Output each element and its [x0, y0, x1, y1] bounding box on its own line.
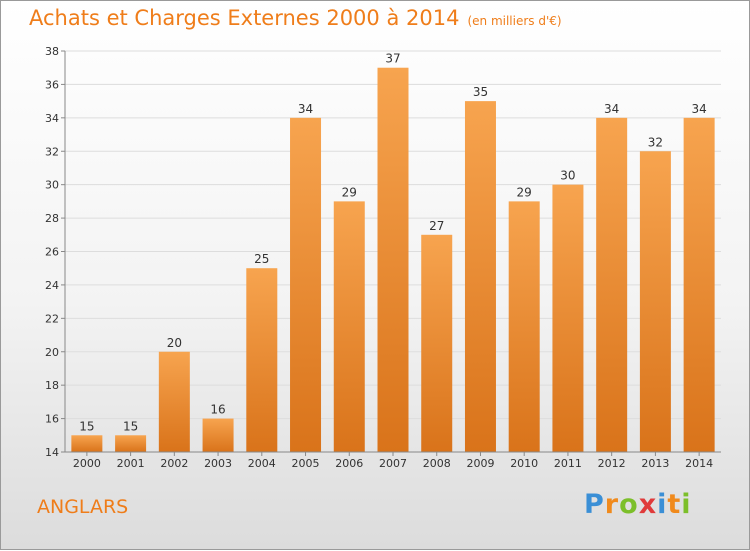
data-label: 34	[298, 102, 313, 116]
bar	[508, 201, 540, 452]
logo-letter: P	[584, 489, 605, 520]
x-tick-label: 2002	[160, 457, 188, 470]
data-label: 37	[385, 52, 400, 66]
x-tick-label: 2011	[554, 457, 582, 470]
data-label: 20	[167, 336, 182, 350]
bar	[421, 234, 453, 452]
data-label: 34	[604, 102, 619, 116]
logo-letter: o	[619, 489, 639, 520]
bar	[246, 268, 278, 452]
y-tick-label: 36	[45, 78, 59, 91]
x-tick-label: 2005	[292, 457, 320, 470]
labels: 15 15 20 16 25 34 29 37 27 35 29 30 34 32 34	[79, 52, 707, 434]
chart-title: Achats et Charges Externes 2000 à 2014 (e…	[29, 6, 562, 30]
logo-letter: x	[638, 489, 658, 520]
bar	[333, 201, 365, 452]
x-tick-label: 2001	[117, 457, 145, 470]
data-label: 15	[79, 419, 94, 433]
y-tick-label: 28	[45, 212, 59, 225]
y-tick-label: 32	[45, 145, 59, 158]
y-tick-label: 18	[45, 379, 59, 392]
x-tick-label: 2012	[598, 457, 626, 470]
logo-letter: i	[657, 489, 668, 520]
y-tick-label: 34	[45, 112, 59, 125]
bar	[71, 435, 103, 452]
data-label: 15	[123, 419, 138, 433]
bar	[639, 151, 671, 452]
data-label: 30	[560, 169, 575, 183]
data-label: 29	[342, 185, 357, 199]
x-tick-label: 2006	[335, 457, 363, 470]
data-label: 29	[517, 185, 532, 199]
data-label: 35	[473, 85, 488, 99]
bars	[71, 67, 715, 452]
bar	[683, 117, 715, 452]
proxiti-logo: Proxiti	[584, 489, 692, 520]
data-label: 27	[429, 219, 444, 233]
y-tick-label: 26	[45, 246, 59, 259]
x-tick-label: 2007	[379, 457, 407, 470]
x-tick-label: 2004	[248, 457, 276, 470]
data-label: 16	[210, 403, 225, 417]
y-tick-label: 38	[45, 45, 59, 58]
y-tick-label: 14	[45, 446, 59, 459]
bar	[202, 418, 234, 452]
bar	[377, 67, 409, 452]
x-tick-label: 2003	[204, 457, 232, 470]
logo-letter: t	[667, 489, 682, 520]
chart-subtitle: (en milliers d'€)	[467, 14, 562, 28]
x-tick-label: 2013	[641, 457, 669, 470]
data-label: 32	[648, 135, 663, 149]
bar	[290, 117, 322, 452]
logo-letter: r	[604, 489, 620, 520]
y-tick-label: 20	[45, 346, 59, 359]
logo-letter: i	[681, 489, 692, 520]
bar	[115, 435, 147, 452]
data-label: 34	[691, 102, 706, 116]
data-label: 25	[254, 252, 269, 266]
bar	[552, 184, 584, 452]
axes: 14 16 18 20 22 24 26 28 30 32 34 36 38 2000 2001 2002 20…	[45, 45, 721, 470]
x-tick-label: 2000	[73, 457, 101, 470]
x-tick-label: 2010	[510, 457, 538, 470]
bar	[158, 351, 190, 452]
y-tick-label: 16	[45, 413, 59, 426]
x-tick-label: 2008	[423, 457, 451, 470]
bar	[464, 101, 496, 452]
y-tick-label: 30	[45, 179, 59, 192]
x-tick-label: 2009	[466, 457, 494, 470]
x-tick-label: 2014	[685, 457, 713, 470]
location-name: ANGLARS	[37, 496, 129, 518]
chart-title-text: Achats et Charges Externes 2000 à 2014	[29, 6, 460, 30]
y-tick-label: 24	[45, 279, 59, 292]
y-tick-label: 22	[45, 312, 59, 325]
bar	[596, 117, 628, 452]
